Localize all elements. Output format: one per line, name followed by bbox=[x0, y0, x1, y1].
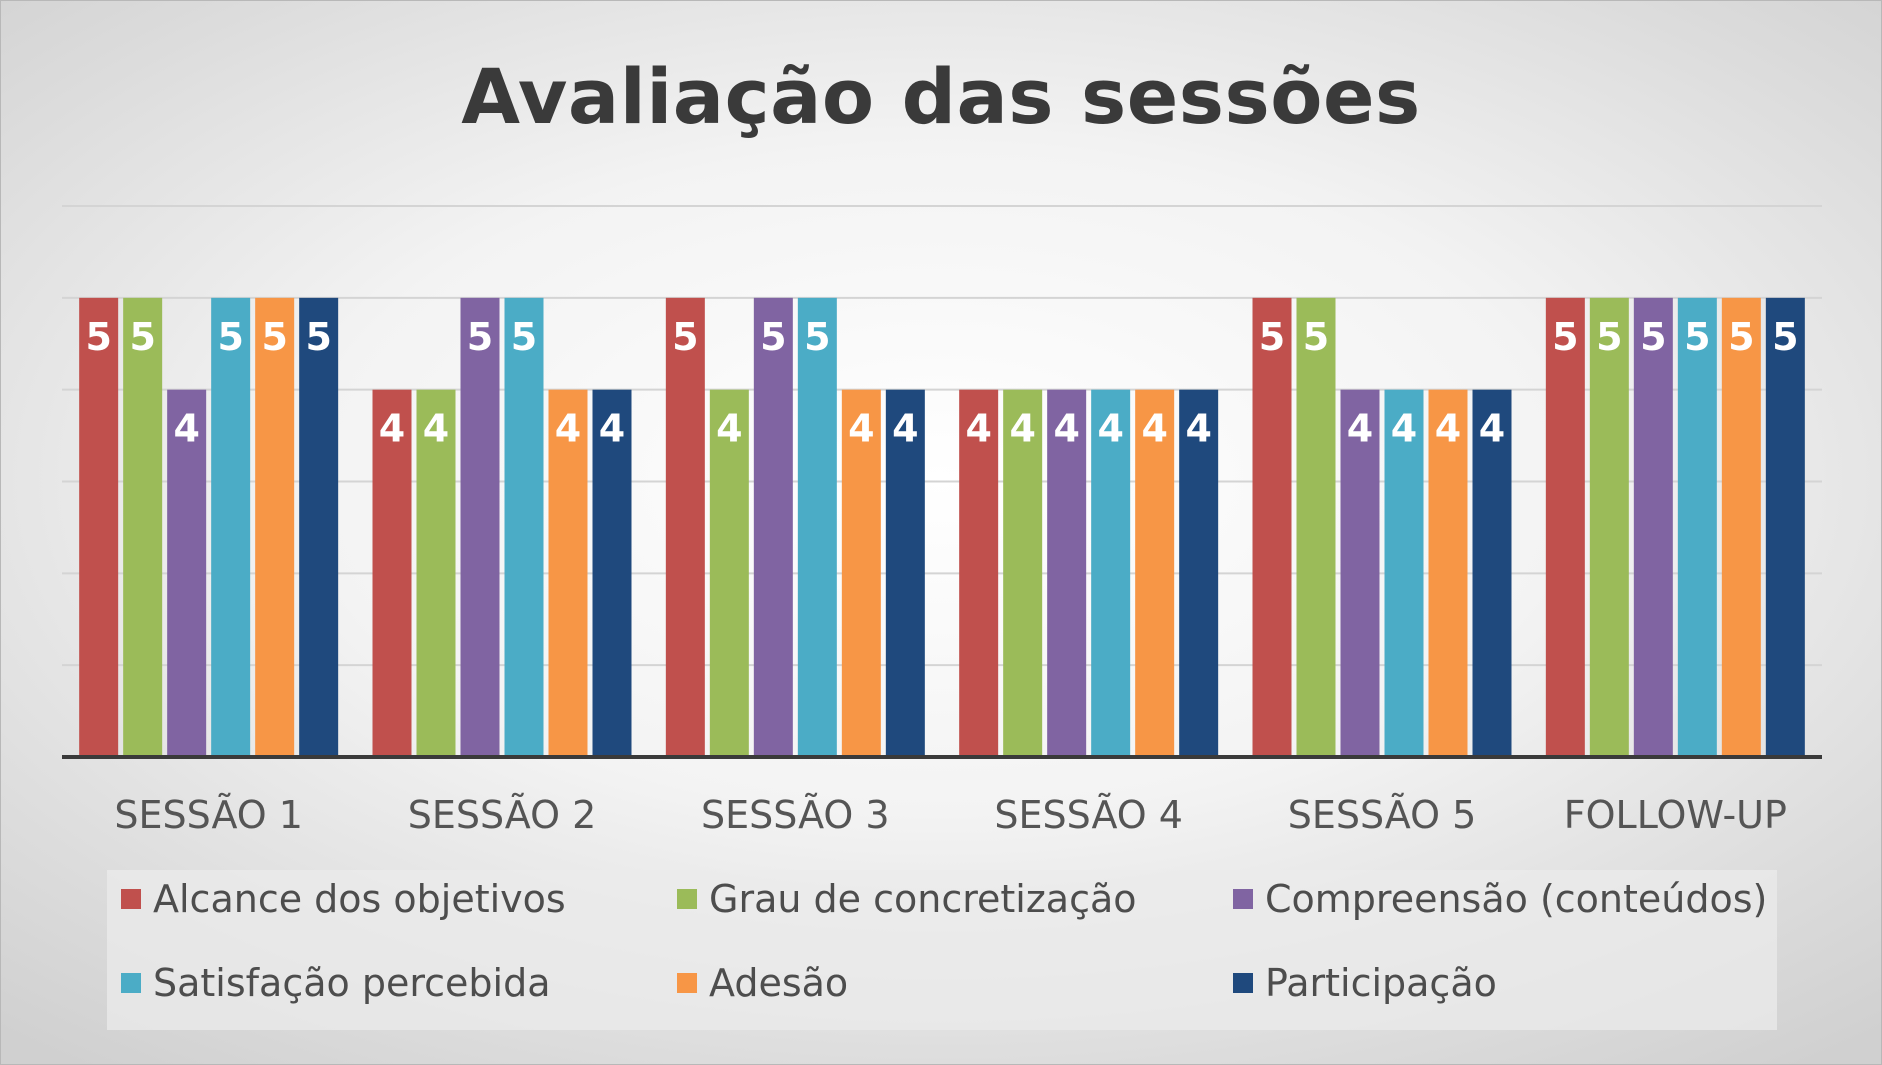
data-label: 4 bbox=[1391, 407, 1417, 451]
data-label: 5 bbox=[1728, 315, 1754, 359]
data-label: 5 bbox=[85, 315, 111, 359]
bar bbox=[709, 389, 749, 757]
chart-title: Avaliação das sessões bbox=[461, 52, 1421, 141]
bar bbox=[460, 297, 500, 757]
legend-swatch bbox=[121, 973, 141, 993]
data-label: 4 bbox=[379, 407, 405, 451]
data-label: 5 bbox=[1303, 315, 1329, 359]
data-label: 4 bbox=[1479, 407, 1505, 451]
data-label: 4 bbox=[1009, 407, 1035, 451]
bar bbox=[841, 389, 881, 757]
data-label: 4 bbox=[848, 407, 874, 451]
bar bbox=[1545, 297, 1585, 757]
data-label: 4 bbox=[965, 407, 991, 451]
data-label: 5 bbox=[261, 315, 287, 359]
bar bbox=[1384, 389, 1424, 757]
data-label: 5 bbox=[1259, 315, 1285, 359]
data-label: 4 bbox=[555, 407, 581, 451]
bar bbox=[504, 297, 544, 757]
data-label: 5 bbox=[467, 315, 493, 359]
data-label: 5 bbox=[305, 315, 331, 359]
data-label: 4 bbox=[423, 407, 449, 451]
bar bbox=[548, 389, 588, 757]
bar bbox=[959, 389, 999, 757]
legend-label: Grau de concretização bbox=[709, 877, 1137, 921]
bar bbox=[79, 297, 119, 757]
bar bbox=[123, 297, 163, 757]
data-label: 4 bbox=[716, 407, 742, 451]
data-label: 4 bbox=[1185, 407, 1211, 451]
data-label: 5 bbox=[217, 315, 243, 359]
bar bbox=[1179, 389, 1219, 757]
bar bbox=[1296, 297, 1336, 757]
legend-swatch bbox=[121, 889, 141, 909]
bar bbox=[1091, 389, 1131, 757]
legend-swatch bbox=[1233, 889, 1253, 909]
bar bbox=[1633, 297, 1673, 757]
legend-label: Alcance dos objetivos bbox=[153, 877, 566, 921]
data-label: 4 bbox=[892, 407, 918, 451]
bar bbox=[1765, 297, 1805, 757]
bar bbox=[1428, 389, 1468, 757]
bar bbox=[167, 389, 207, 757]
legend-item: Grau de concretização bbox=[677, 874, 1137, 924]
legend-item: Satisfação percebida bbox=[121, 958, 550, 1008]
data-label: 4 bbox=[1435, 407, 1461, 451]
bar bbox=[1047, 389, 1087, 757]
bar bbox=[372, 389, 412, 757]
x-tick-label: SESSÃO 2 bbox=[408, 793, 597, 837]
data-label: 4 bbox=[1347, 407, 1373, 451]
x-tick-label: SESSÃO 5 bbox=[1288, 793, 1477, 837]
legend-item: Adesão bbox=[677, 958, 848, 1008]
data-label: 4 bbox=[173, 407, 199, 451]
data-label: 5 bbox=[129, 315, 155, 359]
bar bbox=[1340, 389, 1380, 757]
x-tick-label: SESSÃO 4 bbox=[994, 793, 1183, 837]
bar bbox=[1135, 389, 1175, 757]
x-tick-label: FOLLOW-UP bbox=[1564, 793, 1787, 837]
bar bbox=[753, 297, 793, 757]
bar bbox=[299, 297, 339, 757]
bar bbox=[1721, 297, 1761, 757]
data-label: 5 bbox=[511, 315, 537, 359]
legend-swatch bbox=[1233, 973, 1253, 993]
bar bbox=[255, 297, 295, 757]
bar bbox=[592, 389, 632, 757]
data-label: 4 bbox=[1097, 407, 1123, 451]
data-label: 5 bbox=[804, 315, 830, 359]
data-label: 5 bbox=[1640, 315, 1666, 359]
data-label: 4 bbox=[1053, 407, 1079, 451]
legend-label: Compreensão (conteúdos) bbox=[1265, 877, 1768, 921]
legend-label: Satisfação percebida bbox=[153, 961, 551, 1005]
legend-swatch bbox=[677, 889, 697, 909]
bar bbox=[416, 389, 456, 757]
legend-swatch bbox=[677, 973, 697, 993]
bar bbox=[1677, 297, 1717, 757]
data-label: 5 bbox=[1684, 315, 1710, 359]
data-label: 5 bbox=[1596, 315, 1622, 359]
legend-item: Participação bbox=[1233, 958, 1497, 1008]
legend-label: Participação bbox=[1265, 961, 1497, 1005]
data-label: 5 bbox=[1772, 315, 1798, 359]
data-label: 5 bbox=[672, 315, 698, 359]
bar bbox=[1472, 389, 1512, 757]
bar bbox=[1003, 389, 1043, 757]
chart-legend: Alcance dos objetivos Grau de concretizaç… bbox=[107, 870, 1777, 1030]
bar bbox=[665, 297, 705, 757]
data-label: 4 bbox=[599, 407, 625, 451]
data-label: 5 bbox=[1552, 315, 1578, 359]
bar bbox=[885, 389, 925, 757]
legend-label: Adesão bbox=[709, 961, 849, 1005]
x-tick-label: SESSÃO 3 bbox=[701, 793, 890, 837]
x-tick-label: SESSÃO 1 bbox=[114, 793, 303, 837]
bar bbox=[1589, 297, 1629, 757]
data-label: 5 bbox=[760, 315, 786, 359]
legend-item: Compreensão (conteúdos) bbox=[1233, 874, 1767, 924]
legend-item: Alcance dos objetivos bbox=[121, 874, 566, 924]
bar bbox=[1252, 297, 1292, 757]
bar bbox=[797, 297, 837, 757]
bar bbox=[211, 297, 251, 757]
data-label: 4 bbox=[1141, 407, 1167, 451]
